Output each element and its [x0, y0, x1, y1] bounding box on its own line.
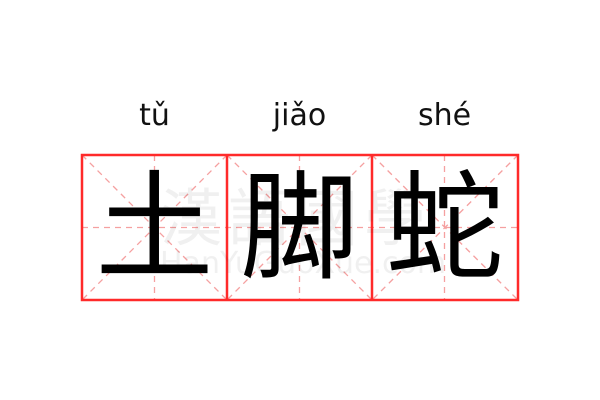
character-3: 蛇: [385, 158, 504, 297]
watermark-latin: HanYuGuoXue.com: [160, 246, 447, 281]
pinyin-2: jiǎo: [272, 98, 327, 133]
watermark-chinese: 漢語國學: [160, 182, 433, 255]
character-1: 土: [95, 158, 214, 297]
character-2: 脚: [240, 158, 359, 297]
pinyin-3: shé: [417, 98, 472, 133]
pinyin-1: tǔ: [139, 98, 170, 133]
